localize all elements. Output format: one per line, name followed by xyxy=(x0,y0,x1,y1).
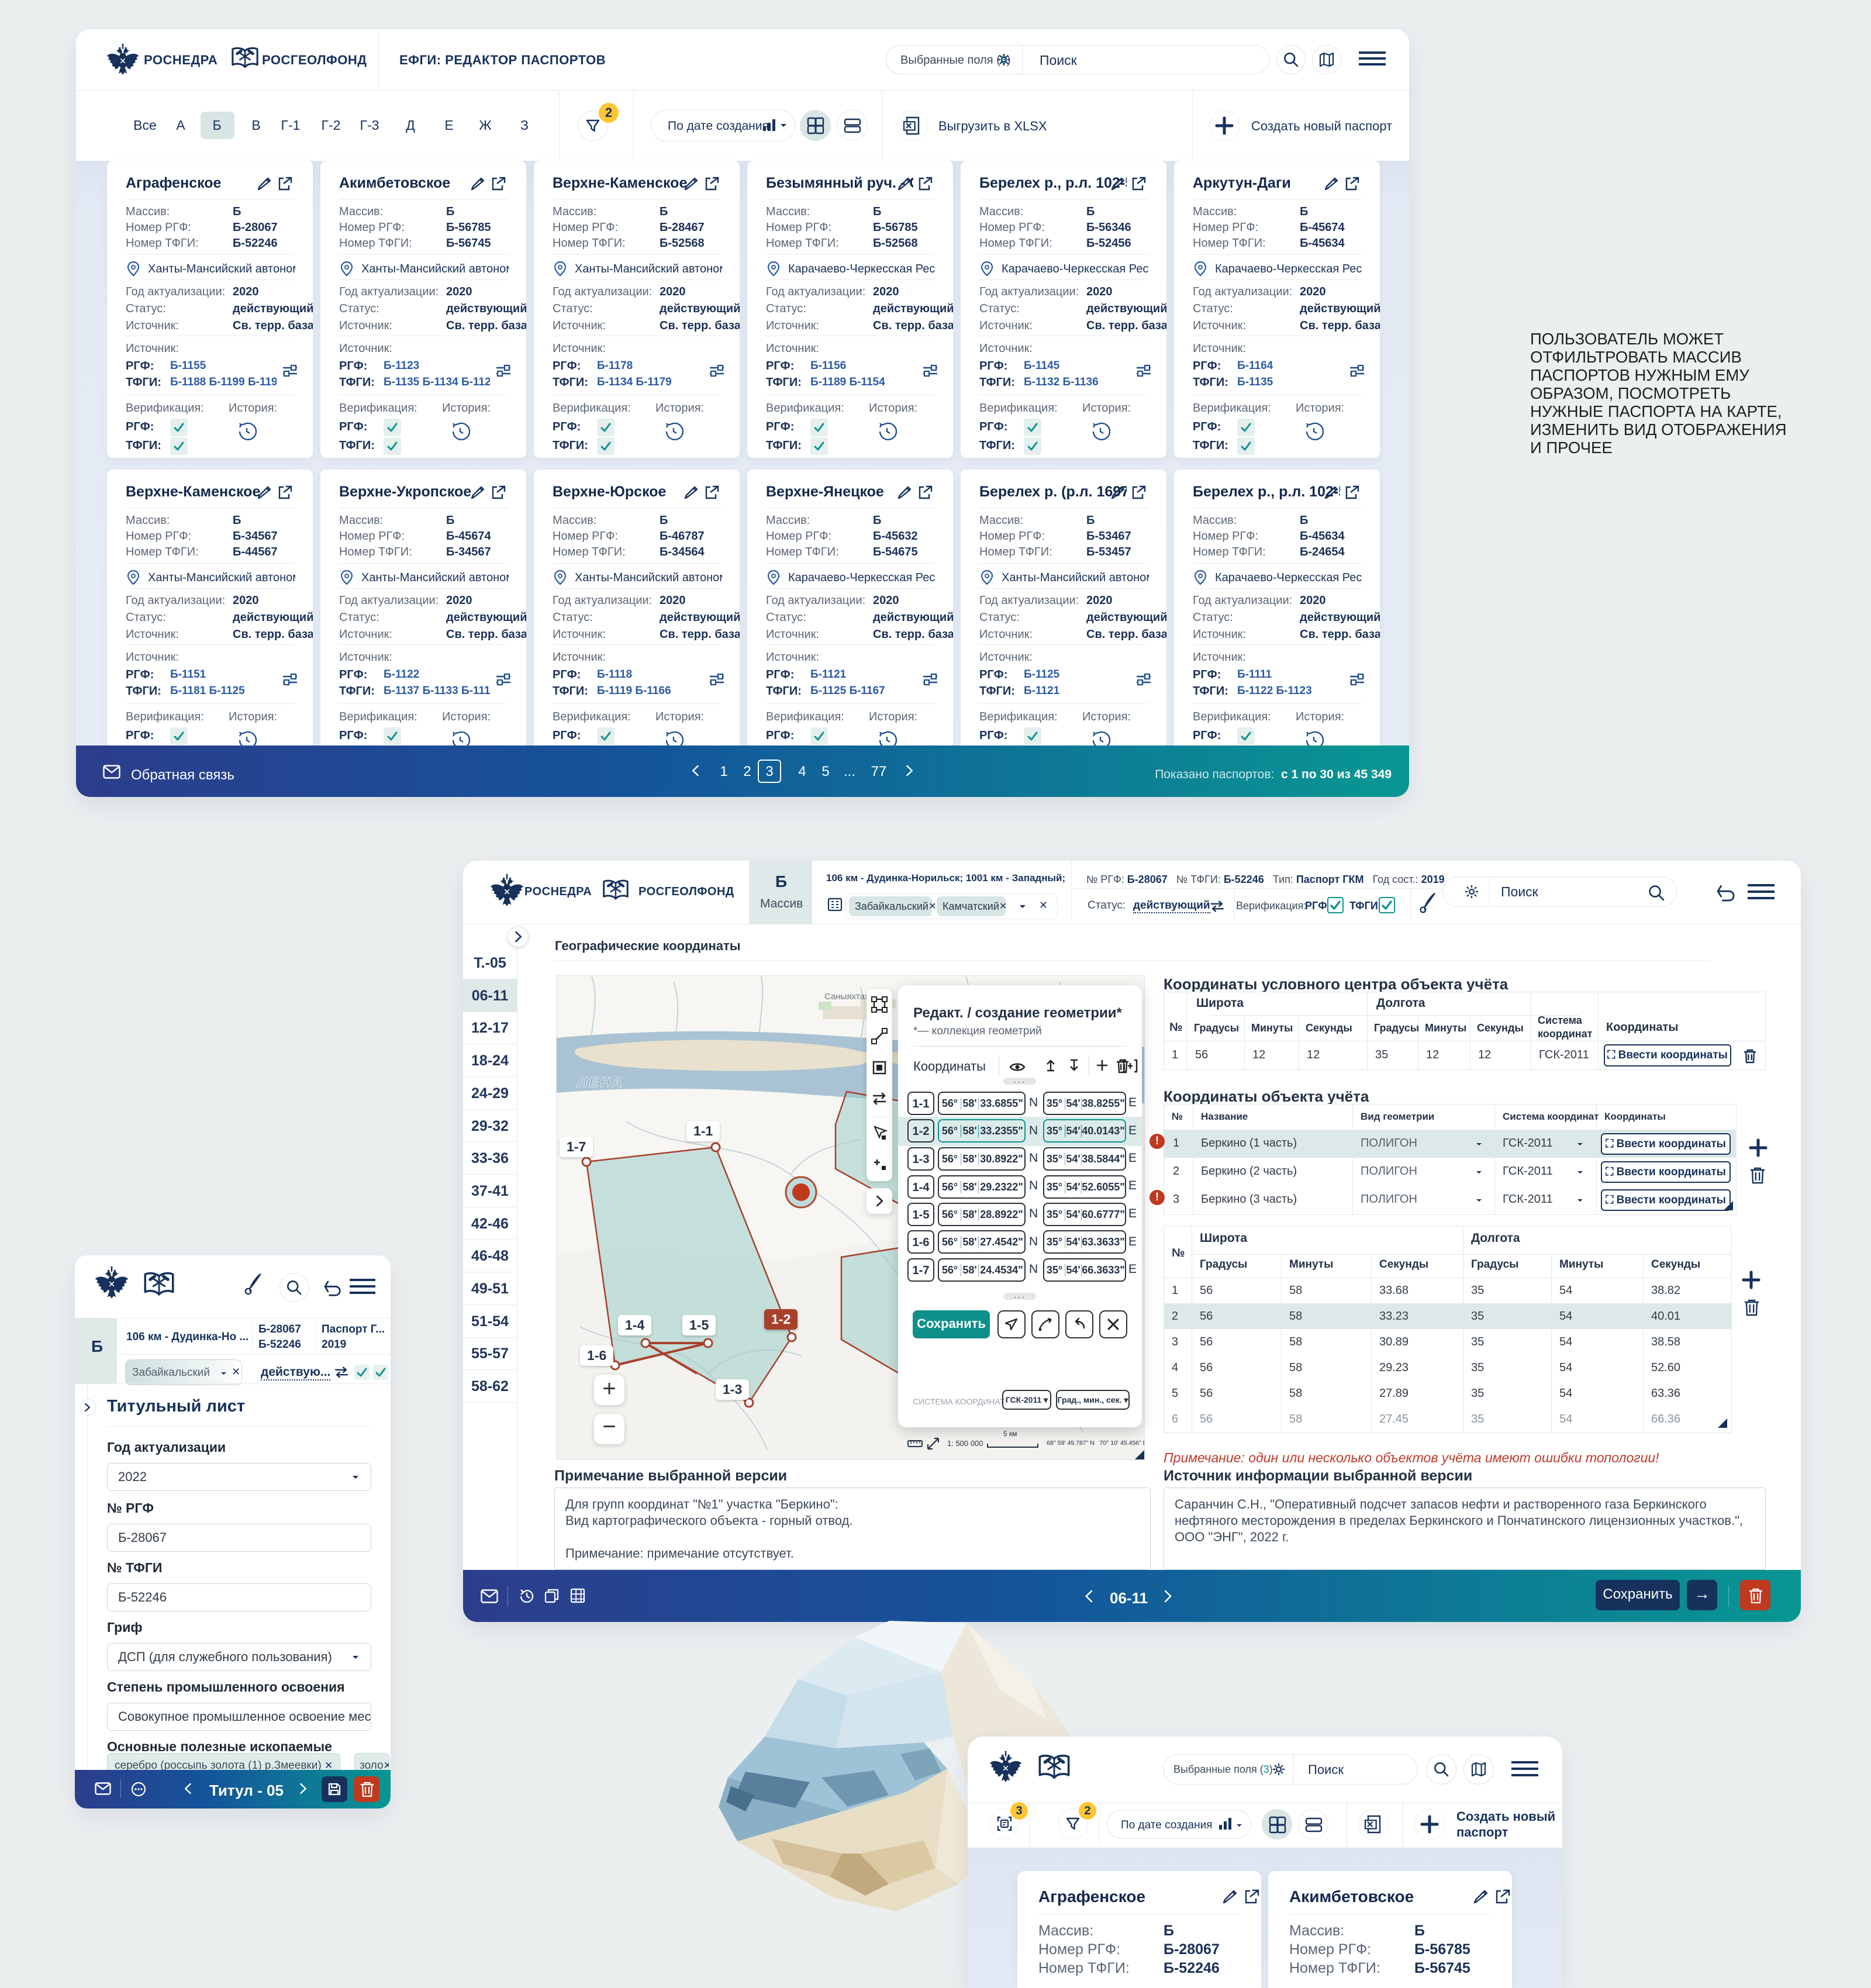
svg-text:ЛЕНА: ЛЕНА xyxy=(577,1075,624,1090)
svg-text:Саныяхтах: Саныяхтах xyxy=(824,992,869,1002)
